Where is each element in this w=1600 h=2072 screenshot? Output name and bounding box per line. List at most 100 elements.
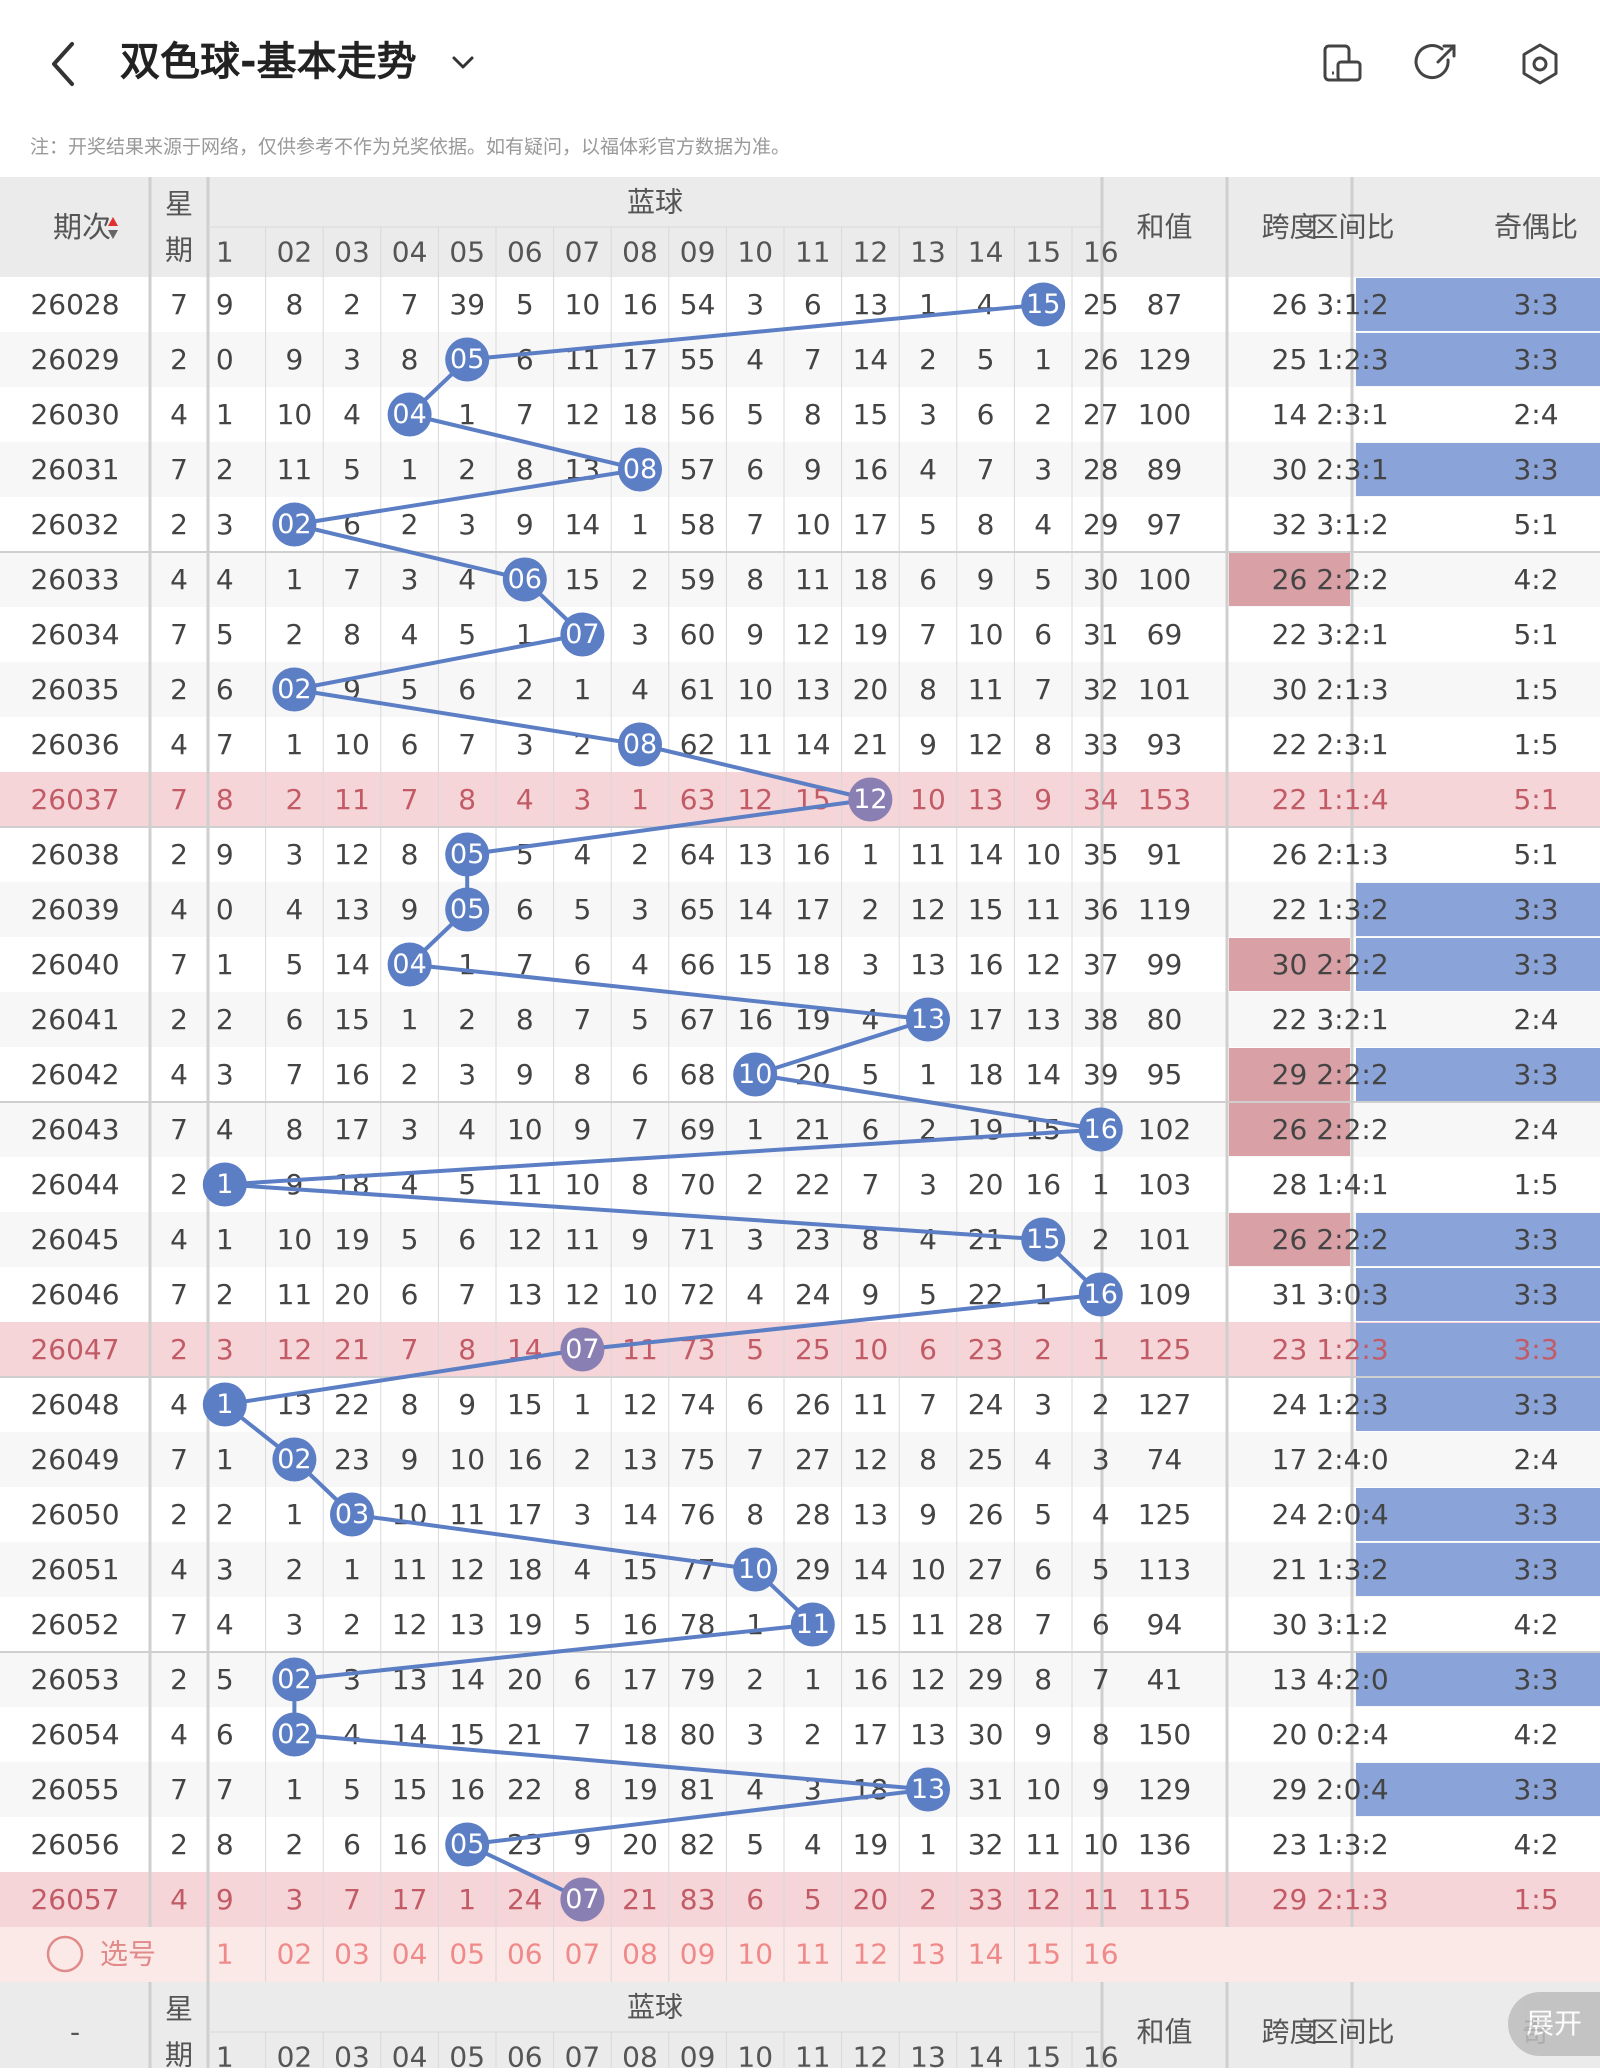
omission-cell: 18	[968, 1058, 1004, 1091]
blue-ball[interactable]	[445, 1822, 490, 1867]
blue-ball[interactable]	[330, 1492, 374, 1537]
omission-cell: 8	[458, 1333, 476, 1366]
blue-ball[interactable]	[445, 337, 490, 382]
table-row[interactable]	[0, 607, 1600, 662]
blue-ball[interactable]	[272, 1657, 317, 1702]
blue-ball[interactable]	[560, 612, 605, 657]
week-cell: 2	[170, 1333, 188, 1366]
omission-cell: 15	[622, 1553, 658, 1586]
blue-ball[interactable]	[733, 1052, 778, 1097]
blue-ball[interactable]	[733, 1547, 778, 1592]
trend-grid[interactable]: 期次星期蓝球1 02 03 04 05 06 07 08 09 10 11 12 13 14 15 16和值跨…	[0, 177, 1600, 2072]
expand-button[interactable]: 展开	[1508, 1992, 1600, 2056]
table-row[interactable]	[0, 497, 1600, 552]
blue-ball[interactable]	[272, 1437, 317, 1482]
omission-cell: 9	[401, 1443, 419, 1476]
sort-up-icon[interactable]	[108, 217, 118, 226]
device-icon[interactable]	[1320, 40, 1368, 88]
table-row[interactable]	[0, 1377, 1600, 1432]
blue-ball[interactable]	[906, 1767, 950, 1812]
table-row[interactable]	[0, 442, 1600, 497]
chevron-down-icon[interactable]	[448, 42, 478, 82]
blue-ball[interactable]	[445, 887, 490, 932]
table-row[interactable]	[0, 1432, 1600, 1487]
zone-highlight	[1229, 553, 1350, 606]
omission-cell: 81	[680, 1773, 716, 1806]
sum-cell: 97	[1147, 508, 1183, 541]
back-arrow-icon[interactable]	[40, 34, 90, 94]
omission-cell: 6	[1092, 1608, 1110, 1641]
table-row[interactable]	[0, 277, 1600, 332]
table-row[interactable]	[0, 1872, 1600, 1927]
omission-cell: 17	[507, 1498, 543, 1531]
table-row[interactable]	[0, 1652, 1600, 1707]
blue-ball[interactable]	[1078, 1272, 1123, 1317]
select-radio-icon[interactable]	[46, 1935, 84, 1973]
blue-ball[interactable]	[202, 1382, 247, 1427]
table-row[interactable]	[0, 992, 1600, 1047]
omission-cell: 2	[458, 453, 476, 486]
blue-ball[interactable]	[387, 942, 432, 987]
table-row[interactable]	[0, 1542, 1600, 1597]
table-row[interactable]	[0, 1267, 1600, 1322]
blue-ball[interactable]	[618, 447, 662, 492]
table-row[interactable]	[0, 332, 1600, 387]
omission-cell: 6	[746, 453, 764, 486]
blue-ball[interactable]	[618, 722, 662, 767]
select-row[interactable]	[0, 1927, 1600, 1982]
table-row[interactable]	[0, 1487, 1600, 1542]
blue-ball[interactable]	[1021, 282, 1066, 327]
page-title[interactable]: 双色球-基本走势	[120, 39, 417, 85]
omission-cell: 5	[216, 618, 234, 651]
blue-ball[interactable]	[387, 392, 432, 437]
table-row[interactable]	[0, 1762, 1600, 1817]
blue-ball[interactable]	[272, 1712, 317, 1757]
omission-cell: 6	[573, 1663, 591, 1696]
blue-ball-number: 10	[738, 1554, 772, 1585]
blue-number-header: 13	[910, 236, 946, 269]
blue-ball[interactable]	[1078, 1107, 1123, 1152]
blue-ball[interactable]	[560, 1327, 605, 1372]
share-icon[interactable]	[1414, 40, 1462, 88]
blue-ball[interactable]	[906, 997, 950, 1042]
omission-cell: 4	[746, 343, 764, 376]
parity-cell: 4:2	[1513, 1608, 1558, 1641]
blue-ball[interactable]	[272, 667, 317, 712]
omission-cell: 12	[507, 1223, 543, 1256]
blue-ball[interactable]	[272, 502, 317, 547]
table-row[interactable]	[0, 1157, 1600, 1212]
table-row[interactable]	[0, 1817, 1600, 1872]
blue-ball[interactable]	[790, 1602, 835, 1647]
sort-down-icon[interactable]	[108, 230, 118, 239]
sum-cell: 150	[1138, 1718, 1191, 1751]
table-row[interactable]	[0, 717, 1600, 772]
table-row[interactable]	[0, 1322, 1600, 1377]
table-row[interactable]	[0, 1707, 1600, 1762]
settings-icon[interactable]	[1516, 40, 1564, 88]
omission-cell: 4	[216, 563, 234, 596]
table-row[interactable]	[0, 827, 1600, 882]
omission-cell: 32	[968, 1828, 1004, 1861]
omission-cell: 11	[334, 783, 370, 816]
omission-cell: 5	[861, 1058, 879, 1091]
omission-cell: 9	[1092, 1773, 1110, 1806]
blue-ball[interactable]	[560, 1877, 605, 1922]
omission-cell: 16	[449, 1773, 485, 1806]
period-cell: 26039	[30, 893, 119, 926]
blue-number-header: 13	[910, 2041, 946, 2069]
table-row[interactable]	[0, 882, 1600, 937]
table-row[interactable]	[0, 662, 1600, 717]
sum-cell: 89	[1147, 453, 1183, 486]
omission-cell: 5	[746, 398, 764, 431]
omission-cell: 11	[853, 1388, 889, 1421]
table-row[interactable]	[0, 387, 1600, 442]
blue-ball[interactable]	[1021, 1217, 1066, 1262]
blue-ball[interactable]	[202, 1162, 247, 1207]
omission-cell: 7	[401, 288, 419, 321]
omission-cell: 5	[285, 948, 303, 981]
blue-ball[interactable]	[445, 832, 490, 877]
blue-ball[interactable]	[502, 557, 547, 602]
week-cell: 4	[170, 728, 188, 761]
blue-ball[interactable]	[848, 777, 893, 822]
omission-cell: 16	[795, 838, 831, 871]
